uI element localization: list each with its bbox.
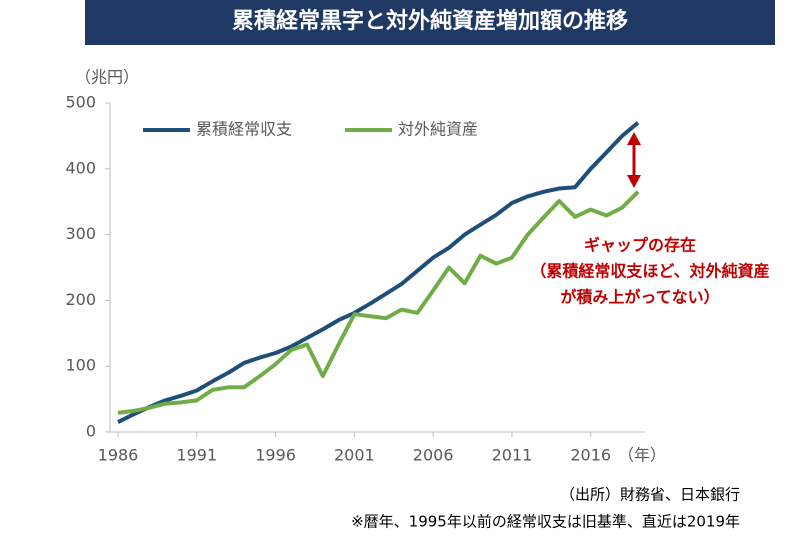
- y-tick-label: 500: [65, 93, 96, 112]
- footnote: ※暦年、1995年以前の経常収支は旧基準、直近は2019年: [351, 513, 740, 531]
- y-tick-label: 400: [65, 158, 96, 177]
- gap-arrow: [627, 132, 641, 188]
- title-bar: [85, 0, 775, 45]
- x-tick-label: 1996: [255, 446, 296, 465]
- source: （出所）財務省、日本銀行: [560, 486, 740, 504]
- x-tick-label: 2001: [334, 446, 375, 465]
- annotation: （累積経常収支ほど、対外純資産: [530, 262, 769, 281]
- x-tick-label: 1986: [98, 446, 139, 465]
- x-tick-label: 2011: [492, 446, 533, 465]
- chart-title: 累積経常黒字と対外純資産増加額の推移: [232, 8, 628, 34]
- x-tick-label: 1991: [176, 446, 217, 465]
- x-unit: （年）: [618, 446, 666, 465]
- y-tick-label: 300: [65, 224, 96, 243]
- y-unit: （兆円）: [75, 68, 139, 87]
- legend-label: 対外純資産: [398, 120, 478, 139]
- annotation: が積み上がってない）: [560, 288, 719, 307]
- y-tick-label: 0: [86, 422, 96, 441]
- y-tick-label: 200: [65, 290, 96, 309]
- x-tick-label: 2016: [570, 446, 611, 465]
- annotation: ギャップの存在: [584, 236, 696, 255]
- series-line: [117, 121, 640, 424]
- series-line: [117, 190, 640, 415]
- x-tick-label: 2006: [413, 446, 454, 465]
- y-tick-label: 100: [65, 356, 96, 375]
- legend-label: 累積経常収支: [196, 120, 292, 139]
